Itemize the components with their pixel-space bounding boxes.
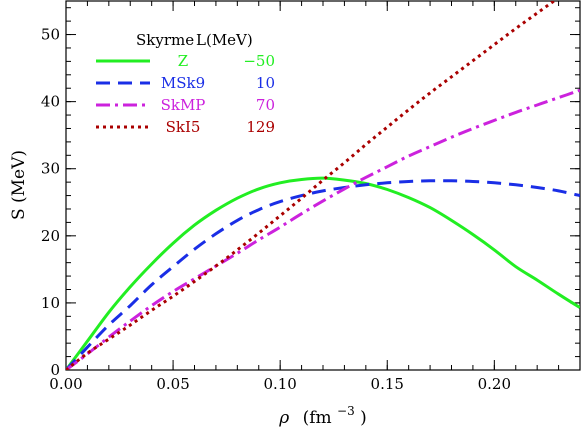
tick-marks bbox=[65, 1, 581, 371]
legend-header-name: Skyrme bbox=[136, 31, 194, 49]
series-line-z bbox=[66, 176, 580, 370]
y-tick-label: 40 bbox=[41, 93, 60, 111]
x-axis-exponent: −3 bbox=[337, 404, 355, 418]
y-tick-label: 0 bbox=[50, 361, 60, 379]
legend: Skyrme L(MeV) Z −50 MSk9 10 SkMP 70 SkI5 129 bbox=[96, 31, 275, 136]
legend-label-ski5: SkI5 bbox=[166, 118, 201, 136]
series-layer bbox=[66, 1, 580, 370]
y-axis-title: S (MeV) bbox=[9, 150, 29, 220]
y-tick-label: 20 bbox=[41, 227, 60, 245]
x-tick-label: 0.05 bbox=[156, 375, 189, 393]
x-axis-unit: (fm bbox=[303, 408, 332, 428]
legend-value-msk9: 10 bbox=[256, 74, 275, 92]
legend-label-msk9: MSk9 bbox=[161, 74, 205, 92]
x-axis-close: ) bbox=[360, 408, 367, 428]
plot-frame bbox=[65, 0, 581, 371]
series-line-ski5 bbox=[66, 1, 557, 370]
legend-value-z: −50 bbox=[243, 52, 275, 70]
legend-value-skmp: 70 bbox=[256, 96, 275, 114]
x-tick-label: 0.00 bbox=[49, 375, 82, 393]
x-axis-symbol: ρ bbox=[278, 408, 289, 428]
series-line-msk9 bbox=[66, 179, 580, 370]
x-axis-title: ρ (fm −3 ) bbox=[278, 400, 367, 428]
legend-value-ski5: 129 bbox=[246, 118, 275, 136]
x-tick-label: 0.10 bbox=[263, 375, 296, 393]
tick-labels: 0.00 0.05 0.10 0.15 0.20 0 10 20 30 40 50 bbox=[41, 26, 511, 393]
legend-label-skmp: SkMP bbox=[161, 96, 206, 114]
y-tick-label: 50 bbox=[41, 26, 60, 44]
legend-header-value: L(MeV) bbox=[196, 31, 253, 49]
y-tick-label: 30 bbox=[41, 160, 60, 178]
x-tick-label: 0.20 bbox=[478, 375, 511, 393]
x-tick-label: 0.15 bbox=[371, 375, 404, 393]
series-line-skmp bbox=[66, 88, 580, 370]
y-tick-label: 10 bbox=[41, 294, 60, 312]
legend-label-z: Z bbox=[178, 52, 188, 70]
